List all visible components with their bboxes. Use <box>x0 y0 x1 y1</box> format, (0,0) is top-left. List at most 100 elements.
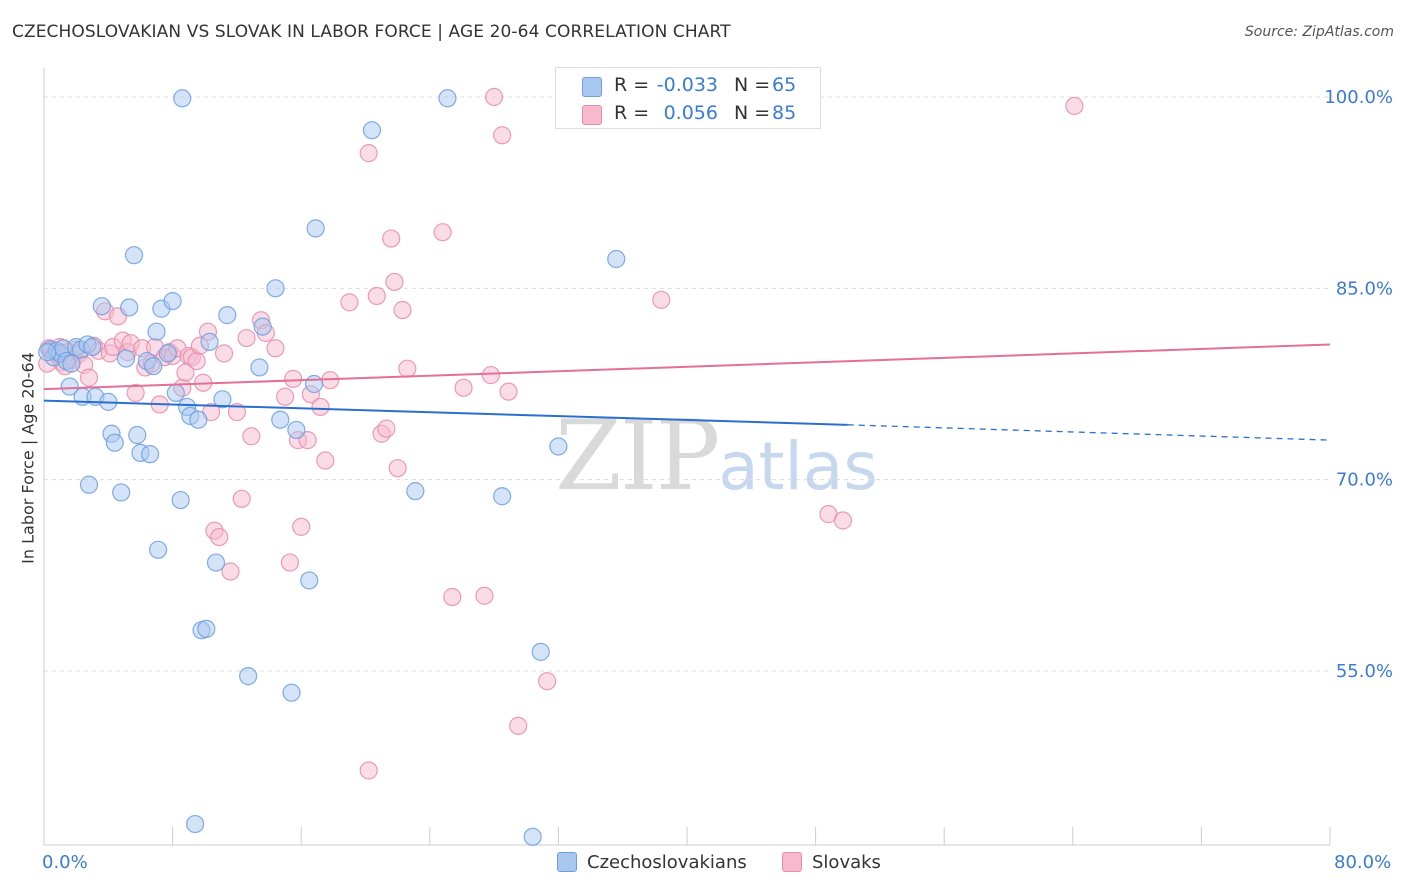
legend-n-label: N = <box>734 74 771 96</box>
czechoslovakian-point <box>163 291 182 311</box>
slovak-point <box>433 223 452 242</box>
czechoslovakian-point <box>112 483 131 502</box>
slovak-point <box>316 451 335 470</box>
bottom-legend-swatch-blue <box>557 852 577 872</box>
y-axis-label: In Labor Force | Age 20-64 <box>18 352 38 564</box>
czechoslovakian-point <box>128 425 147 445</box>
slovak-point <box>276 387 295 406</box>
legend-n-value: 85 <box>772 102 797 124</box>
slovak-point <box>833 511 853 530</box>
source-label: Source: ZipAtlas.com <box>1244 24 1394 40</box>
slovak-point <box>221 562 240 581</box>
czechoslovakian-point <box>300 571 319 590</box>
slovak-point <box>367 286 386 306</box>
czechoslovakian-point <box>531 642 550 661</box>
czechoslovakian-point <box>306 219 325 238</box>
czechoslovakian-point <box>197 619 216 639</box>
czechoslovakian-point <box>287 420 306 440</box>
bottom-legend-swatch-pink <box>782 852 802 872</box>
slovak-point <box>388 459 407 478</box>
slovak-point <box>284 369 303 388</box>
x-axis-min-label: 0.0% <box>42 852 88 873</box>
czechoslovakian-point <box>266 279 285 298</box>
legend-n-value: 65 <box>772 74 797 96</box>
slovak-point <box>454 378 473 397</box>
slovak-point <box>652 290 671 309</box>
slovak-point <box>1065 96 1084 116</box>
slovak-point <box>509 716 528 735</box>
czechoslovakian-point <box>79 475 99 494</box>
slovak-point <box>340 293 359 312</box>
y-tick-label: 70.0% <box>1336 470 1393 491</box>
czechoslovakian-point <box>120 298 139 317</box>
stats-legend: R = -0.033 N = 65 R = 0.056 N = 85 <box>555 67 821 129</box>
legend-r-label: R = <box>614 102 650 124</box>
legend-swatch-pink <box>582 105 602 125</box>
czechoslovakian-point <box>189 410 208 429</box>
slovak-point <box>210 527 229 547</box>
czechoslovakian-point <box>171 490 190 510</box>
bottom-legend-czechoslovakians: Czechoslovakians <box>557 852 747 873</box>
slovak-point <box>377 419 396 438</box>
czechoslovakian-point <box>173 89 192 108</box>
slovak-point <box>266 339 285 358</box>
czechoslovakian-point <box>92 297 111 316</box>
slovak-point <box>382 229 401 248</box>
czechoslovakian-point <box>62 354 81 373</box>
slovak-point <box>538 672 557 691</box>
slovak-point <box>475 586 494 605</box>
watermark-atlas: atlas <box>718 428 878 505</box>
legend-n-label: N = <box>734 102 771 124</box>
czechoslovakian-point <box>124 246 144 265</box>
slovak-point <box>126 383 145 403</box>
chart-title: CZECHOSLOVAKIAN VS SLOVAK IN LABOR FORCE… <box>12 22 731 42</box>
czechoslovakian-point <box>549 437 568 456</box>
bottom-legend-label: Czechoslovakians <box>587 852 747 873</box>
czechoslovakian-point <box>362 121 382 140</box>
slovak-point <box>187 351 206 371</box>
czechoslovakian-point <box>186 814 205 834</box>
czechoslovakian-point <box>144 357 163 376</box>
bottom-legend-label: Slovaks <box>812 852 881 873</box>
slovak-point <box>398 359 417 378</box>
czechoslovakian-trend-extension <box>847 424 1331 441</box>
legend-r-value: 0.056 <box>663 102 718 124</box>
czechoslovakian-point <box>166 383 185 403</box>
slovak-trend-line <box>43 343 1331 391</box>
slovak-point <box>280 553 300 572</box>
slovak-point <box>499 382 518 401</box>
czechoslovakian-point <box>105 433 124 452</box>
slovak-point <box>292 517 311 536</box>
czechoslovakian-trend-line <box>43 399 848 426</box>
slovak-point <box>232 489 251 508</box>
czechoslovakian-point <box>239 667 258 686</box>
slovak-point <box>393 300 412 320</box>
legend-r-label: R = <box>614 74 650 96</box>
slovak-point <box>79 368 99 387</box>
slovak-point <box>227 402 246 422</box>
czechoslovakian-point <box>213 390 232 409</box>
slovak-point <box>311 397 330 417</box>
slovak-point <box>385 272 404 292</box>
czechoslovakian-point <box>523 827 542 846</box>
slovak-point <box>242 427 261 446</box>
slovak-point <box>481 365 500 385</box>
slovak-point <box>443 587 462 607</box>
czechoslovakian-point <box>83 337 102 357</box>
slovak-point <box>493 126 512 145</box>
czechoslovakian-point <box>158 344 177 363</box>
bottom-legend-slovaks: Slovaks <box>782 852 881 873</box>
czechoslovakian-point <box>116 349 136 368</box>
czechoslovakian-point <box>271 410 290 429</box>
slovak-point <box>485 87 504 107</box>
czechoslovakian-point <box>60 377 79 396</box>
czechoslovakian-point <box>140 445 160 464</box>
czechoslovakian-point <box>607 249 626 269</box>
czechoslovakian-point <box>253 317 272 336</box>
legend-row-slovaks: R = 0.056 N = 85 <box>556 100 820 128</box>
czechoslovakian-point <box>149 540 168 559</box>
slovak-point <box>359 144 378 163</box>
czechoslovakian-point <box>38 343 57 362</box>
